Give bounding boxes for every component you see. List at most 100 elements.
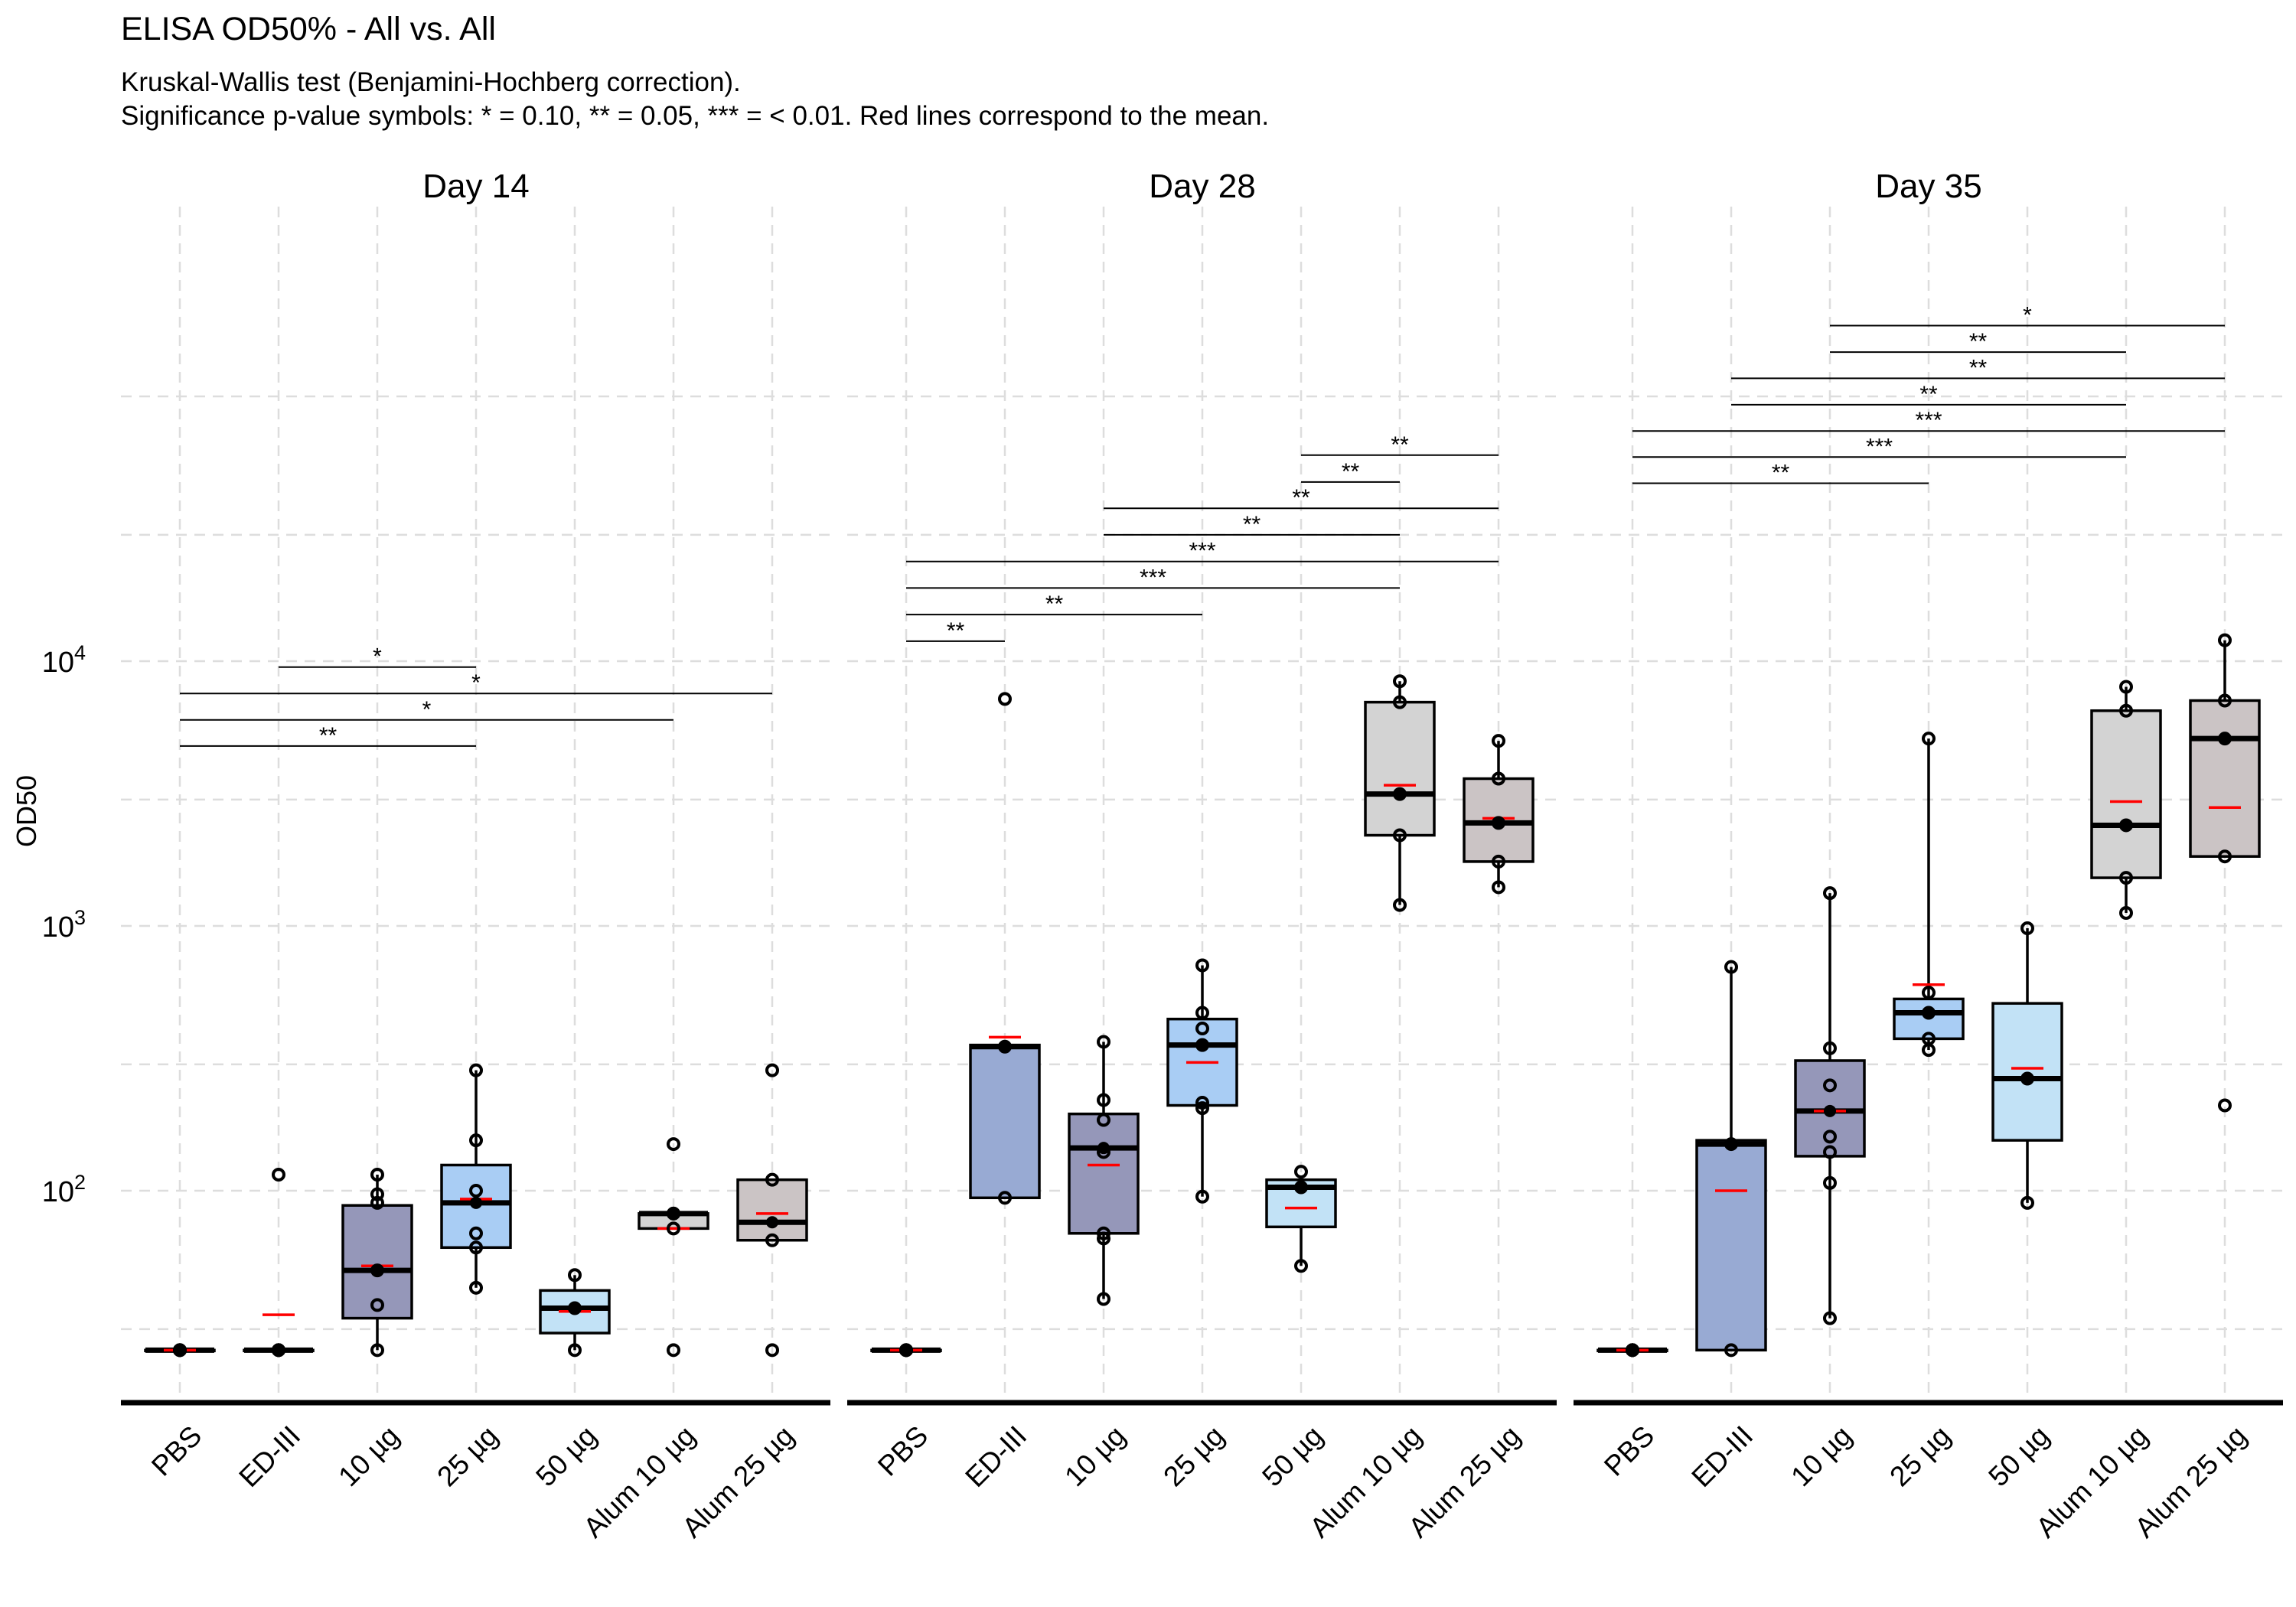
significance-label: **	[1045, 592, 1064, 617]
median-point	[2219, 732, 2231, 745]
y-tick-label: 104	[42, 641, 86, 679]
box-pbs	[870, 1343, 942, 1358]
median-point	[2120, 819, 2132, 832]
box-iqr	[1364, 700, 1436, 837]
data-point	[370, 1187, 384, 1201]
data-point	[370, 1167, 384, 1182]
box-10-ug	[341, 1167, 413, 1358]
data-point	[1097, 1093, 1110, 1107]
data-point	[2218, 633, 2232, 647]
data-point	[1922, 986, 1936, 1000]
data-point	[1294, 1259, 1308, 1273]
data-point	[667, 1343, 680, 1358]
significance-label: *	[2023, 303, 2032, 328]
data-point	[1492, 771, 1505, 786]
box-pbs	[144, 1343, 216, 1358]
x-tick-label: ED-III	[1685, 1420, 1759, 1493]
data-point	[1097, 1226, 1110, 1240]
box-25-ug	[1166, 958, 1238, 1204]
median-point	[1824, 1104, 1836, 1117]
data-point	[1492, 854, 1505, 869]
box-iqr	[1695, 1139, 1767, 1352]
significance-label: *	[422, 697, 432, 722]
data-point	[667, 1137, 680, 1152]
data-point	[1195, 1095, 1209, 1110]
box-pbs	[1596, 1343, 1668, 1358]
significance-label: ***	[1140, 565, 1166, 590]
data-point	[568, 1343, 582, 1358]
data-point	[469, 1240, 483, 1255]
significance-label: **	[1919, 382, 1938, 407]
data-point	[370, 1195, 384, 1210]
data-point	[1195, 1101, 1209, 1116]
data-point	[1195, 1021, 1209, 1035]
data-point	[469, 1184, 483, 1198]
data-point	[1195, 1189, 1209, 1204]
box-25-ug	[440, 1063, 512, 1295]
facet-label: Day 35	[1875, 168, 1981, 205]
median-point	[900, 1344, 912, 1357]
significance-label: ***	[1866, 434, 1893, 459]
data-point	[1097, 1231, 1110, 1246]
box-50-ug	[1991, 921, 2063, 1210]
x-tick-label: ED-III	[233, 1420, 306, 1493]
box-alum-10-ug	[1364, 674, 1436, 912]
box-alum-10-ug	[638, 1137, 709, 1358]
data-point	[2218, 693, 2232, 708]
x-tick-label: 25 µg	[1157, 1420, 1230, 1492]
median-point	[1295, 1181, 1307, 1194]
data-point	[1195, 1006, 1209, 1020]
facet-label: Day 28	[1149, 168, 1255, 205]
median-point	[1196, 1038, 1208, 1051]
data-point	[1492, 734, 1505, 748]
median-point	[470, 1196, 482, 1209]
data-point	[469, 1063, 483, 1077]
median-point	[569, 1302, 581, 1315]
data-point	[2020, 1195, 2034, 1210]
box-iqr	[539, 1289, 611, 1335]
data-point	[1393, 898, 1407, 912]
box-iqr	[2090, 709, 2162, 879]
box-iqr	[736, 1178, 808, 1242]
data-point	[2218, 1098, 2232, 1113]
box-iqr	[969, 1043, 1041, 1200]
box-iqr	[341, 1204, 413, 1320]
data-point	[1724, 960, 1738, 974]
data-point	[1393, 695, 1407, 709]
significance-label: **	[947, 618, 965, 644]
median-point	[999, 1040, 1011, 1053]
data-point	[2119, 703, 2133, 718]
data-point	[1492, 880, 1505, 895]
significance-label: **	[1292, 485, 1310, 510]
box-alum-25-ug	[2189, 633, 2261, 1113]
y-tick-label: 102	[42, 1171, 86, 1208]
median-point	[1626, 1344, 1639, 1357]
significance-label: **	[1969, 329, 1988, 354]
significance-label: **	[1342, 459, 1360, 484]
x-tick-label: PBS	[145, 1420, 207, 1482]
box-iqr	[2189, 699, 2261, 858]
data-point	[765, 1343, 779, 1358]
median-point	[272, 1344, 285, 1357]
data-point	[1823, 1145, 1837, 1159]
x-tick-label: 50 µg	[1982, 1420, 2055, 1492]
y-axis-label: OD50	[11, 775, 42, 847]
median-point	[667, 1207, 680, 1220]
x-tick-label: PBS	[1598, 1420, 1660, 1482]
box-10-ug	[1068, 1035, 1140, 1306]
data-point	[2119, 871, 2133, 885]
median-point	[1492, 817, 1505, 830]
data-point	[1823, 1175, 1837, 1190]
data-point	[765, 1063, 779, 1077]
box-alum-10-ug	[2090, 680, 2162, 920]
data-point	[2119, 905, 2133, 920]
data-point	[1724, 1343, 1738, 1358]
data-point	[1393, 828, 1407, 843]
data-point	[1097, 1292, 1110, 1306]
significance-label: **	[1772, 460, 1790, 485]
box-ed-iii	[969, 692, 1041, 1205]
